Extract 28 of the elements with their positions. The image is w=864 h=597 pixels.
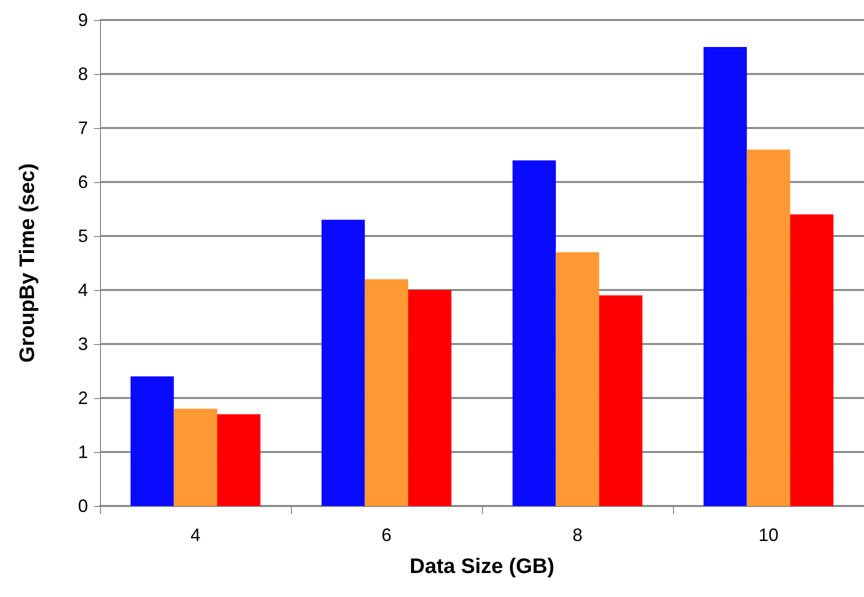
y-tick-label: 6 <box>78 172 88 192</box>
y-tick-label: 4 <box>78 280 88 300</box>
y-tick-label: 8 <box>78 64 88 84</box>
bar <box>130 376 174 506</box>
y-tick-label: 2 <box>78 388 88 408</box>
bar <box>704 47 747 506</box>
x-tick-label: 4 <box>190 525 201 545</box>
y-tick-label: 1 <box>78 442 88 462</box>
x-axis-title: Data Size (GB) <box>410 555 554 578</box>
bar <box>790 214 834 506</box>
y-tick-label: 0 <box>78 496 88 516</box>
bar <box>746 150 790 506</box>
bar <box>217 414 260 506</box>
y-tick-label: 7 <box>78 118 88 138</box>
bar <box>322 220 365 506</box>
bar <box>599 295 642 506</box>
bar <box>408 290 452 506</box>
bar <box>512 160 556 506</box>
bar <box>364 279 408 506</box>
bar <box>174 408 218 506</box>
x-tick-label: 10 <box>758 525 779 545</box>
y-axis-title: GroupBy Time (sec) <box>16 163 39 363</box>
y-tick-label: 5 <box>78 226 88 246</box>
y-tick-label: 3 <box>78 334 88 354</box>
x-tick-label: 8 <box>572 525 583 545</box>
bar <box>556 252 600 506</box>
y-tick-label: 9 <box>78 10 88 30</box>
x-tick-label: 6 <box>381 525 392 545</box>
